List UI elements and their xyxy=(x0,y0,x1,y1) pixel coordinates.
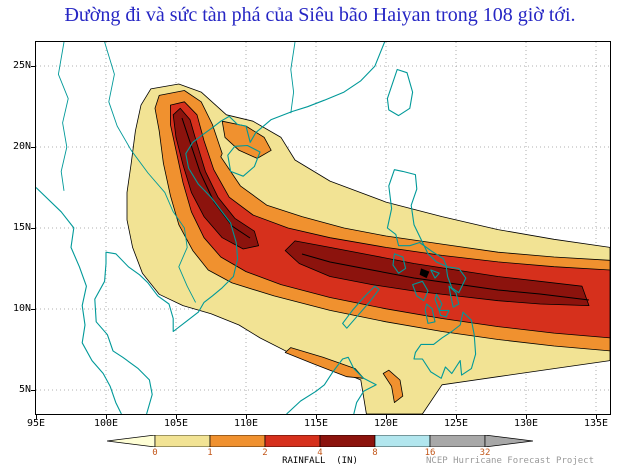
legend-tick-label: 0 xyxy=(152,448,158,458)
page-title: Đường đi và sức tàn phá của Siêu bão Hai… xyxy=(64,4,576,26)
lon-tick xyxy=(106,415,107,419)
lat-tick-label: 5N xyxy=(18,384,31,395)
coast-luzon xyxy=(386,169,448,268)
rainfall-swath xyxy=(126,83,610,414)
coast-hainan xyxy=(227,144,261,177)
lon-tick-label: 110E xyxy=(233,418,259,429)
lon-tick xyxy=(316,415,317,419)
lon-tick xyxy=(456,415,457,419)
legend-tick-label: 1 xyxy=(207,448,213,458)
legend-bar xyxy=(107,435,533,447)
coast-palawan xyxy=(342,285,380,329)
coast-leyte xyxy=(448,285,460,308)
coast-indochina-china xyxy=(94,42,386,414)
coast-myanmar-west xyxy=(36,187,122,414)
lon-tick-label: 135E xyxy=(583,418,609,429)
orange-patch-hainan xyxy=(221,120,272,159)
river-pearl xyxy=(290,42,296,114)
lon-tick xyxy=(246,415,247,419)
legend-tick-label: 2 xyxy=(262,448,268,458)
lon-tick-label: 120E xyxy=(373,418,399,429)
coastlines xyxy=(36,42,477,414)
inner-contours xyxy=(181,117,590,301)
lat-tick-label: 20N xyxy=(12,141,31,152)
river-mekong xyxy=(104,42,196,303)
lon-tick-label: 115E xyxy=(303,418,329,429)
lon-tick-label: 130E xyxy=(513,418,539,429)
lon-tick xyxy=(596,415,597,419)
legend-segment-lt0 xyxy=(107,435,156,447)
lat-tick xyxy=(31,390,35,391)
legend-segment-2-4 xyxy=(264,435,321,447)
coast-samar xyxy=(445,266,467,294)
coast-negros xyxy=(424,303,436,324)
legend-tick-label: 8 xyxy=(372,448,378,458)
swath-level-4-8-east xyxy=(284,240,590,306)
legend-segment-4-8 xyxy=(319,435,376,447)
lat-tick-label: 25N xyxy=(12,60,31,71)
legend-segment-16-32 xyxy=(429,435,486,447)
river-irrawaddy xyxy=(57,42,69,191)
legend-segment-0-1 xyxy=(154,435,211,447)
lon-tick xyxy=(176,415,177,419)
lon-tick-label: 95E xyxy=(26,418,46,429)
legend-tick-label: 32 xyxy=(479,448,491,458)
legend-segment-8-16 xyxy=(374,435,431,447)
coast-mindanao xyxy=(413,311,477,379)
legend-tick-label: 4 xyxy=(317,448,323,458)
weather-map xyxy=(35,41,611,415)
lon-tick-label: 100E xyxy=(93,418,119,429)
coast-taiwan xyxy=(386,68,414,117)
lon-tick xyxy=(36,415,37,419)
lat-tick xyxy=(31,147,35,148)
lon-tick-label: 125E xyxy=(443,418,469,429)
swath-level-4-8-northwest xyxy=(172,107,259,250)
coast-panay xyxy=(412,280,429,302)
lat-tick-label: 15N xyxy=(12,222,31,233)
lon-tick xyxy=(526,415,527,419)
legend-segment-gt32 xyxy=(484,435,533,447)
lon-tick-label: 105E xyxy=(163,418,189,429)
lat-tick-label: 10N xyxy=(12,303,31,314)
legend-tick-label: 16 xyxy=(424,448,436,458)
dense-contour-blob xyxy=(419,268,430,279)
coast-borneo xyxy=(286,356,377,414)
coast-bohol xyxy=(438,309,450,318)
lat-tick xyxy=(31,66,35,67)
orange-streak-sulu xyxy=(382,369,404,403)
lat-tick xyxy=(31,228,35,229)
legend-segment-1-2 xyxy=(209,435,266,447)
credit-text: NCEP Hurricane Forecast Project xyxy=(426,456,594,466)
orange-streak-south xyxy=(284,347,364,379)
lon-tick xyxy=(386,415,387,419)
legend-title: RAINFALL (IN) xyxy=(282,456,358,466)
coast-mindoro xyxy=(392,253,407,274)
coast-masbate xyxy=(430,269,440,279)
lat-tick xyxy=(31,309,35,310)
